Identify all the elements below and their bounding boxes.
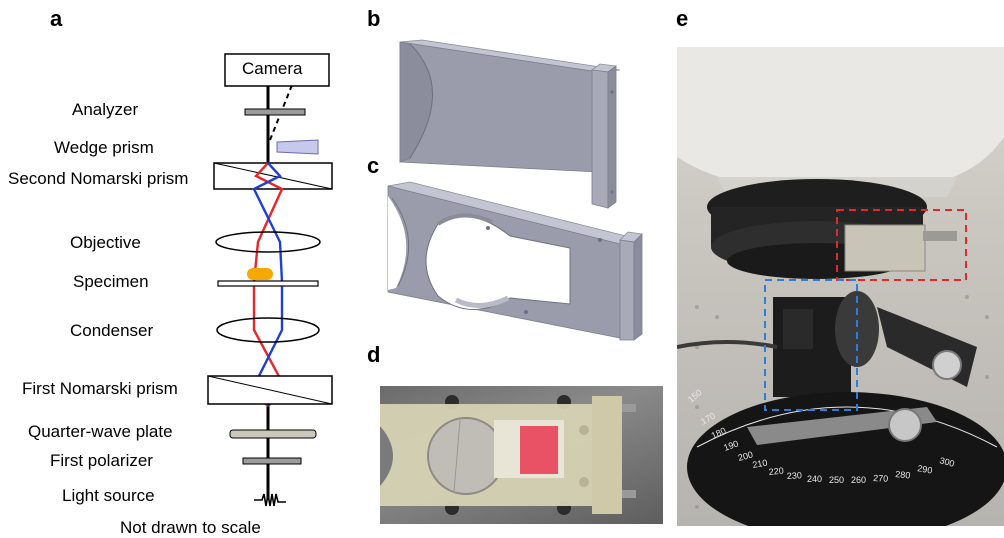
objective-lens bbox=[215, 231, 321, 253]
tick-230: 230 bbox=[787, 470, 803, 481]
specimen bbox=[247, 268, 273, 280]
tick-270: 270 bbox=[873, 473, 889, 484]
camera-box bbox=[224, 53, 330, 87]
condenser-lens bbox=[216, 317, 320, 343]
panel-letter-e: e bbox=[676, 6, 689, 31]
condenser-label: Condenser bbox=[70, 321, 154, 340]
objective-label: Objective bbox=[70, 233, 141, 252]
holder-c-render bbox=[387, 181, 643, 341]
microscope-photo-e: 150 170 180 190 200 210 220 230 240 250 … bbox=[677, 47, 1004, 526]
quarter-wave-plate bbox=[229, 429, 317, 439]
panel-letter-c: c bbox=[367, 153, 380, 178]
red-highlight-box bbox=[836, 209, 967, 281]
footnote-label: Not drawn to scale bbox=[120, 518, 261, 537]
tick-250: 250 bbox=[829, 475, 844, 485]
second-nomarski-prism-label: Second Nomarski prism bbox=[8, 169, 189, 188]
tick-150: 150 bbox=[686, 387, 704, 404]
holder-photo-d bbox=[380, 386, 663, 524]
tick-220: 220 bbox=[768, 465, 784, 477]
wedge-prism-label: Wedge prism bbox=[54, 138, 154, 157]
quarter-wave-plate-label: Quarter-wave plate bbox=[28, 422, 173, 441]
light-source-filament bbox=[254, 493, 286, 507]
blue-highlight-box bbox=[764, 279, 858, 411]
holder-b-render bbox=[399, 39, 621, 209]
tick-240: 240 bbox=[807, 474, 822, 484]
analyzer-label: Analyzer bbox=[72, 100, 139, 119]
specimen-label: Specimen bbox=[73, 272, 149, 291]
analyzer-plate bbox=[244, 108, 306, 116]
panel-letter-b: b bbox=[367, 6, 381, 31]
first-nomarski-prism-label: First Nomarski prism bbox=[22, 379, 178, 398]
light-source-label: Light source bbox=[62, 486, 155, 505]
wedge-prism bbox=[276, 139, 319, 155]
tick-290: 290 bbox=[917, 463, 934, 475]
tick-190: 190 bbox=[722, 438, 740, 453]
tick-180: 180 bbox=[710, 425, 728, 440]
camera-label: Camera bbox=[242, 59, 303, 78]
dic-schematic bbox=[207, 53, 333, 507]
tick-210: 210 bbox=[752, 458, 769, 470]
specimen-slide bbox=[217, 280, 319, 287]
panel-letter-a: a bbox=[50, 6, 63, 31]
first-polarizer bbox=[242, 457, 302, 465]
panel-letter-d: d bbox=[367, 342, 381, 367]
tick-170: 170 bbox=[699, 411, 717, 427]
tick-300: 300 bbox=[938, 455, 955, 469]
tick-260: 260 bbox=[851, 475, 866, 485]
deflected-ray bbox=[269, 79, 295, 141]
tick-200: 200 bbox=[737, 449, 754, 463]
tick-280: 280 bbox=[895, 469, 911, 481]
first-polarizer-label: First polarizer bbox=[50, 451, 153, 470]
